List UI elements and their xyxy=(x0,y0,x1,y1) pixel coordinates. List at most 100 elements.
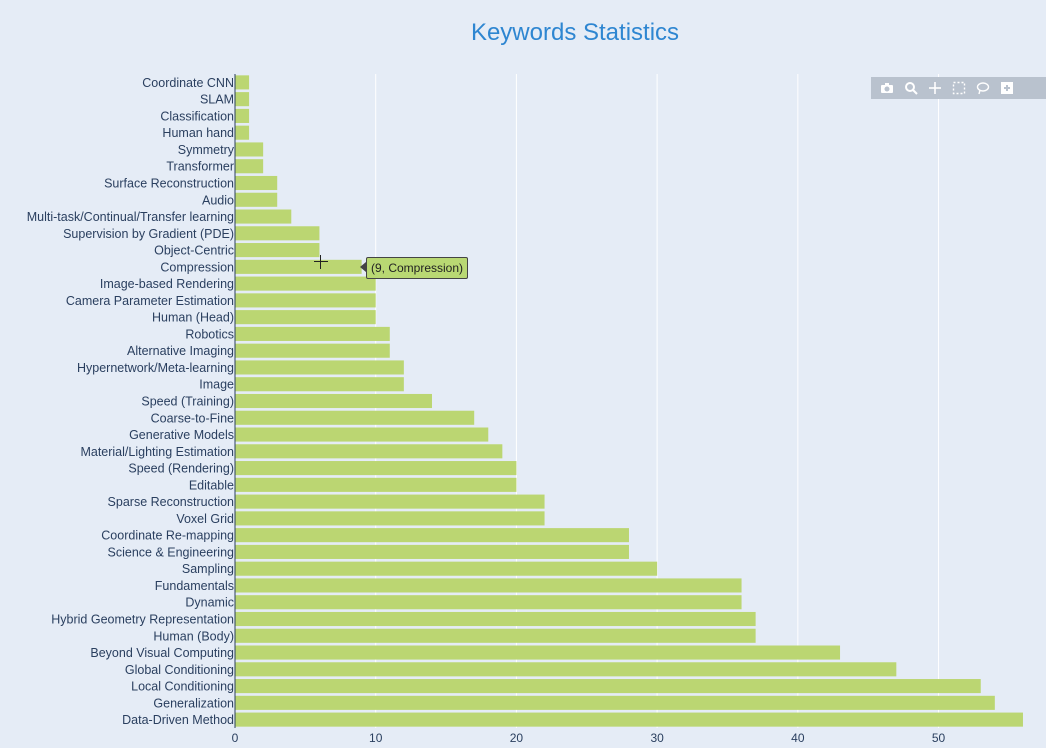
x-tick-label: 10 xyxy=(369,731,383,745)
bar[interactable] xyxy=(235,377,404,392)
modebar xyxy=(871,77,1046,99)
bar[interactable] xyxy=(235,611,756,627)
y-tick-label: Hybrid Geometry Representation xyxy=(51,613,234,627)
bar[interactable] xyxy=(235,92,250,107)
y-tick-label: Sparse Reconstruction xyxy=(108,495,235,509)
y-tick-label: Editable xyxy=(189,478,234,492)
hover-tooltip: (9, Compression) xyxy=(366,257,469,279)
bar[interactable] xyxy=(235,125,250,140)
y-tick-label: Symmetry xyxy=(178,143,235,157)
zoom-icon[interactable] xyxy=(901,79,921,97)
y-tick-label: Generalization xyxy=(153,696,234,710)
zoom-in-icon[interactable] xyxy=(997,79,1017,97)
y-tick-label: Human (Head) xyxy=(152,311,234,325)
bar[interactable] xyxy=(235,75,250,90)
chart-title: Keywords Statistics xyxy=(471,19,679,46)
y-tick-labels: Coordinate CNN SLAM Classification Human ha… xyxy=(27,76,235,727)
lasso-icon[interactable] xyxy=(973,79,993,97)
bar[interactable] xyxy=(235,410,475,425)
y-tick-label: Transformer xyxy=(166,160,234,174)
bar[interactable] xyxy=(235,360,404,375)
y-tick-label: Robotics xyxy=(185,327,234,341)
bar[interactable] xyxy=(235,511,545,526)
bar[interactable] xyxy=(235,461,517,476)
bar[interactable] xyxy=(235,561,658,576)
x-tick-label: 30 xyxy=(650,731,664,745)
x-tick-labels: 0 10 20 30 40 50 xyxy=(232,731,946,745)
bar[interactable] xyxy=(235,645,841,660)
y-tick-label: Image-based Rendering xyxy=(100,277,234,291)
bar[interactable] xyxy=(235,444,503,459)
x-tick-label: 50 xyxy=(932,731,946,745)
y-tick-label: Fundamentals xyxy=(155,579,234,593)
bar[interactable] xyxy=(235,276,376,291)
y-tick-label: Dynamic xyxy=(185,596,234,610)
bar[interactable] xyxy=(235,393,432,409)
bar[interactable] xyxy=(235,226,320,241)
y-tick-label: Hypernetwork/Meta-learning xyxy=(77,361,234,375)
bar[interactable] xyxy=(235,427,489,442)
y-tick-label: Human hand xyxy=(162,126,234,140)
y-tick-label: Surface Reconstruction xyxy=(104,177,234,191)
y-tick-label: Supervision by Gradient (PDE) xyxy=(63,227,234,241)
hover-tooltip-arrow xyxy=(360,262,366,272)
bar[interactable] xyxy=(235,679,981,694)
x-tick-label: 20 xyxy=(510,731,524,745)
camera-icon[interactable] xyxy=(877,79,897,97)
y-tick-label: Multi-task/Continual/Transfer learning xyxy=(27,210,234,224)
bar[interactable] xyxy=(235,243,320,258)
y-tick-label: Beyond Visual Computing xyxy=(90,646,234,660)
crosshair-cursor-icon xyxy=(314,255,328,269)
bar[interactable] xyxy=(235,578,742,593)
bar[interactable] xyxy=(235,477,517,492)
y-tick-label: Image xyxy=(199,378,234,392)
bar[interactable] xyxy=(235,662,897,677)
y-tick-label: Sampling xyxy=(182,562,234,576)
y-tick-label: Data-Driven Method xyxy=(122,713,234,727)
y-tick-label: Coarse-to-Fine xyxy=(151,411,234,425)
y-tick-label: Alternative Imaging xyxy=(127,344,234,358)
y-tick-label: Audio xyxy=(202,193,234,207)
y-tick-label: Material/Lighting Estimation xyxy=(80,445,234,459)
box-select-icon[interactable] xyxy=(949,79,969,97)
y-tick-label: Voxel Grid xyxy=(176,512,234,526)
y-tick-label: Camera Parameter Estimation xyxy=(66,294,234,308)
y-tick-label: Compression xyxy=(160,260,234,274)
y-tick-label: Global Conditioning xyxy=(125,663,234,677)
y-tick-label: Generative Models xyxy=(129,428,234,442)
bar[interactable] xyxy=(235,142,264,157)
y-tick-label: Object-Centric xyxy=(154,244,234,258)
bar[interactable] xyxy=(235,712,1023,727)
bar[interactable] xyxy=(235,108,250,123)
bar[interactable] xyxy=(235,209,292,224)
y-tick-label: SLAM xyxy=(200,93,234,107)
bars[interactable] xyxy=(235,75,1023,727)
bar[interactable] xyxy=(235,293,376,308)
bar[interactable] xyxy=(235,192,278,207)
pan-icon[interactable] xyxy=(925,79,945,97)
bar[interactable] xyxy=(235,528,629,543)
y-tick-label: Coordinate CNN xyxy=(142,76,234,90)
bar[interactable] xyxy=(235,628,756,643)
bar[interactable] xyxy=(235,544,629,559)
bar[interactable] xyxy=(235,595,742,610)
y-tick-label: Coordinate Re-mapping xyxy=(101,529,234,543)
bar[interactable] xyxy=(235,343,390,358)
bar[interactable] xyxy=(235,310,376,325)
y-tick-label: Local Conditioning xyxy=(131,680,234,694)
y-tick-label: Speed (Rendering) xyxy=(128,462,234,476)
bar[interactable] xyxy=(235,175,278,191)
y-tick-label: Science & Engineering xyxy=(108,545,235,559)
x-tick-label: 40 xyxy=(791,731,805,745)
bar[interactable] xyxy=(235,494,545,509)
y-tick-label: Classification xyxy=(160,109,234,123)
bar[interactable] xyxy=(235,695,995,710)
y-tick-label: Human (Body) xyxy=(153,629,234,643)
bar[interactable] xyxy=(235,326,390,341)
bar[interactable] xyxy=(235,159,264,174)
y-tick-label: Speed (Training) xyxy=(141,395,234,409)
x-tick-label: 0 xyxy=(232,731,239,745)
bar[interactable] xyxy=(235,259,362,274)
